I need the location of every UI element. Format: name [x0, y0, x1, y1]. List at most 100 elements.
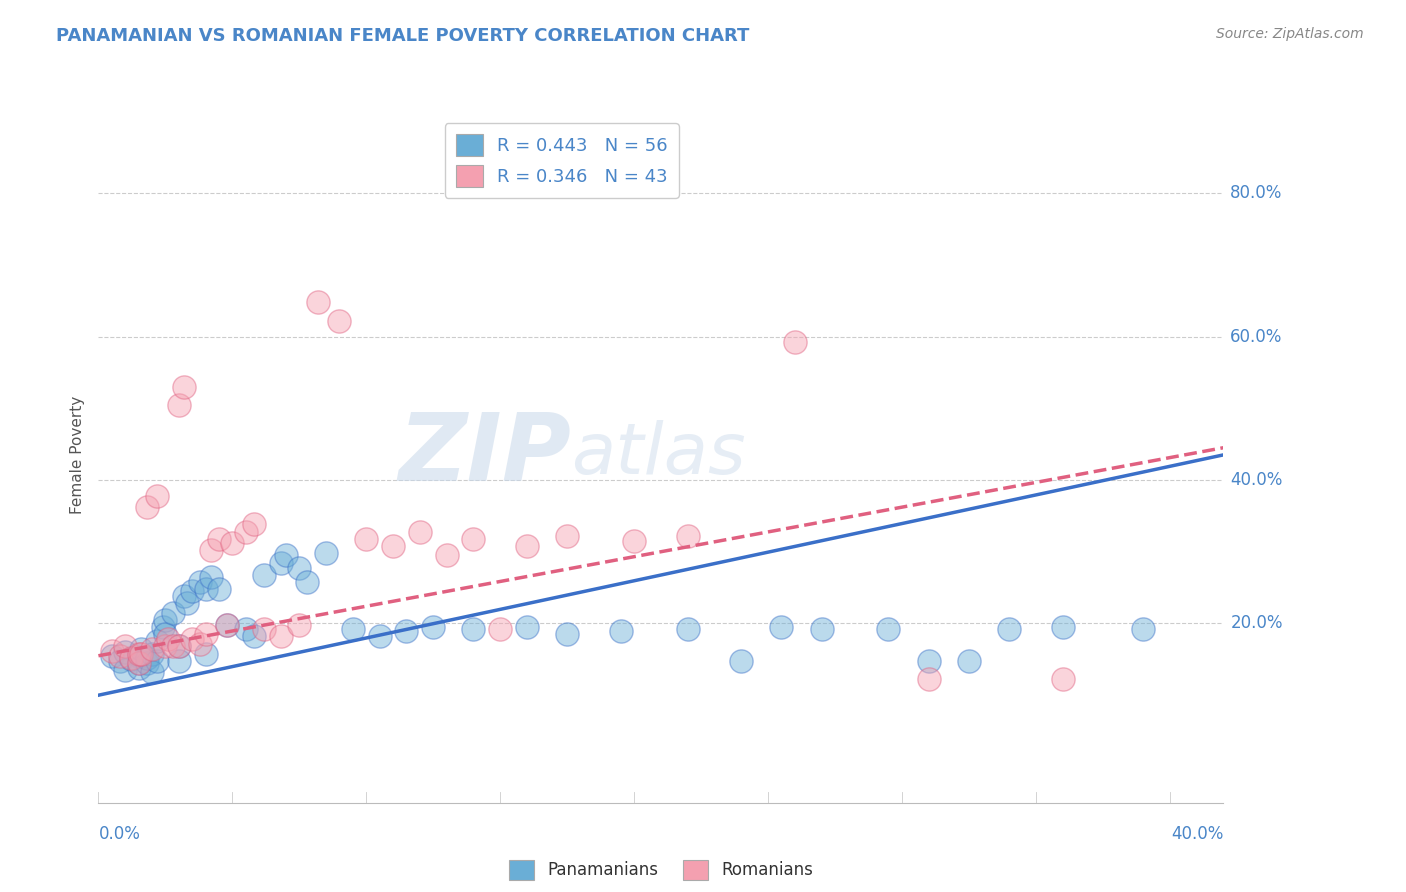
Point [270, 556, 292, 570]
Point [114, 645, 136, 659]
Point [315, 546, 337, 560]
Point [129, 641, 152, 656]
Point [242, 517, 264, 532]
Point [176, 596, 198, 610]
Point [328, 314, 350, 328]
Point [101, 648, 124, 663]
Point [188, 636, 211, 650]
Point [463, 622, 485, 636]
Text: 60.0%: 60.0% [1230, 327, 1282, 345]
Point [342, 622, 364, 636]
Point [489, 622, 512, 636]
Point [623, 533, 645, 548]
Point [783, 335, 806, 350]
Point [120, 652, 142, 666]
Point [208, 582, 231, 596]
Text: Source: ZipAtlas.com: Source: ZipAtlas.com [1216, 27, 1364, 41]
Point [141, 647, 163, 661]
Point [354, 532, 377, 546]
Point [128, 661, 150, 675]
Point [917, 654, 939, 668]
Point [173, 380, 195, 394]
Point [194, 627, 217, 641]
Point [297, 574, 319, 589]
Point [146, 489, 169, 503]
Point [181, 584, 204, 599]
Point [770, 620, 793, 634]
Point [141, 665, 163, 680]
Text: PANAMANIAN VS ROMANIAN FEMALE POVERTY CORRELATION CHART: PANAMANIAN VS ROMANIAN FEMALE POVERTY CO… [56, 27, 749, 45]
Point [128, 656, 150, 670]
Point [676, 622, 699, 636]
Text: ZIP: ZIP [398, 409, 571, 501]
Point [157, 632, 180, 647]
Point [235, 622, 257, 636]
Point [235, 524, 257, 539]
Point [957, 654, 980, 668]
Point [215, 618, 238, 632]
Text: 40.0%: 40.0% [1171, 825, 1223, 843]
Point [609, 624, 631, 638]
Point [135, 656, 157, 670]
Point [555, 529, 578, 543]
Point [730, 654, 752, 668]
Point [146, 634, 169, 648]
Point [114, 663, 136, 677]
Point [288, 560, 311, 574]
Point [368, 629, 391, 643]
Point [409, 524, 432, 539]
Point [463, 532, 485, 546]
Point [129, 647, 152, 661]
Point [1052, 620, 1074, 634]
Point [167, 640, 190, 654]
Point [221, 536, 243, 550]
Text: atlas: atlas [571, 420, 745, 490]
Point [108, 654, 131, 668]
Point [188, 574, 211, 589]
Legend: Panamanians, Romanians: Panamanians, Romanians [502, 853, 820, 887]
Point [146, 654, 169, 668]
Point [194, 647, 217, 661]
Text: 40.0%: 40.0% [1230, 471, 1282, 489]
Point [998, 622, 1021, 636]
Point [917, 673, 939, 687]
Point [167, 398, 190, 412]
Y-axis label: Female Poverty: Female Poverty [69, 396, 84, 514]
Point [208, 532, 231, 546]
Point [155, 640, 177, 654]
Point [422, 620, 444, 634]
Point [516, 620, 538, 634]
Point [200, 543, 222, 558]
Point [162, 606, 184, 620]
Point [162, 640, 184, 654]
Point [173, 589, 195, 603]
Point [167, 640, 190, 654]
Text: 20.0%: 20.0% [1230, 615, 1282, 632]
Point [1132, 622, 1154, 636]
Point [395, 624, 418, 638]
Point [128, 647, 150, 661]
Point [1052, 673, 1074, 687]
Point [101, 644, 124, 658]
Point [253, 622, 276, 636]
Point [516, 539, 538, 553]
Point [181, 632, 204, 647]
Point [114, 640, 136, 654]
Point [676, 529, 699, 543]
Point [877, 622, 900, 636]
Point [307, 295, 329, 310]
Point [108, 648, 131, 663]
Point [253, 567, 276, 582]
Point [120, 651, 142, 665]
Point [382, 539, 405, 553]
Point [155, 627, 177, 641]
Point [200, 570, 222, 584]
Text: 80.0%: 80.0% [1230, 184, 1282, 202]
Text: 0.0%: 0.0% [98, 825, 141, 843]
Point [215, 618, 238, 632]
Point [155, 613, 177, 627]
Point [128, 648, 150, 663]
Point [141, 641, 163, 656]
Point [810, 622, 832, 636]
Point [270, 629, 292, 643]
